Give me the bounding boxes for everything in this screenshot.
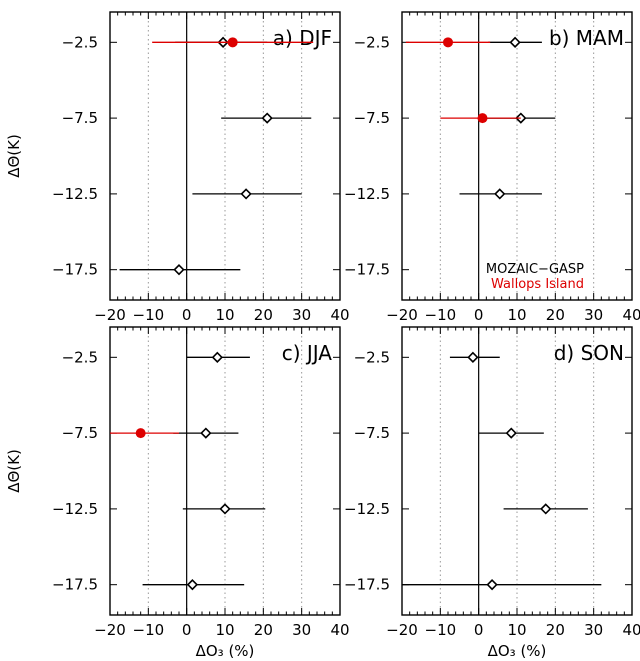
data-point-wallops	[477, 113, 488, 124]
x-tick-label: 10	[215, 621, 234, 639]
x-tick-label: 0	[474, 306, 484, 324]
y-tick-label: −12.5	[52, 185, 98, 203]
x-tick-label: 40	[622, 306, 640, 324]
y-tick-label: −2.5	[62, 348, 98, 366]
data-point-mozaic	[467, 351, 479, 363]
x-tick-label: −20	[386, 306, 418, 324]
data-point-mozaic	[509, 36, 521, 48]
y-tick-label: −2.5	[62, 33, 98, 51]
y-axis-title: ΔΘ(K)	[5, 134, 23, 178]
y-tick-label: −12.5	[344, 500, 390, 518]
x-tick-label: 10	[507, 306, 526, 324]
panel-label: d) SON	[554, 341, 624, 365]
panel-4: −20 −10 0 10 20 30 40 −2.5 −7.5 −12.5 −17.5 d) SON Δ…	[344, 326, 640, 660]
x-tick-label: 20	[546, 306, 565, 324]
x-tick-label: 20	[546, 621, 565, 639]
panel-label: b) MAM	[549, 26, 624, 50]
y-tick-label: −17.5	[52, 576, 98, 594]
x-tick-label: 30	[584, 621, 603, 639]
x-tick-label: 0	[474, 621, 484, 639]
data-point-mozaic	[486, 579, 498, 591]
y-tick-label: −17.5	[344, 576, 390, 594]
legend-entry: Wallops Island	[491, 277, 584, 292]
x-axis-title: ΔO₃ (%)	[488, 642, 547, 660]
data-point-mozaic	[186, 579, 199, 591]
data-point-mozaic	[219, 503, 231, 515]
y-tick-label: −2.5	[354, 348, 390, 366]
x-tick-label: −20	[94, 621, 126, 639]
x-tick-label: 40	[330, 621, 349, 639]
x-tick-label: 20	[254, 621, 273, 639]
x-tick-label: 0	[182, 621, 192, 639]
y-tick-label: −2.5	[354, 33, 390, 51]
x-tick-label: 10	[507, 621, 526, 639]
y-tick-label: −12.5	[344, 185, 390, 203]
data-point-wallops	[443, 37, 453, 48]
data-point-wallops	[135, 428, 146, 439]
x-tick-label: −10	[133, 621, 165, 639]
panel-label: a) DJF	[273, 26, 332, 50]
x-tick-label: 30	[292, 621, 311, 639]
panel-1: −20 −10 0 10 20 30 40 −2.5 −7.5 −12.5 −17.5 a) DJF Δ…	[5, 11, 350, 324]
y-tick-label: −17.5	[52, 261, 98, 279]
x-tick-label: −10	[133, 306, 165, 324]
data-point-mozaic	[494, 188, 506, 200]
panel-2: −20 −10 0 10 20 30 40 −2.5 −7.5 −12.5 −17.5 b) MAM M…	[344, 11, 640, 324]
data-point-wallops	[227, 37, 238, 48]
y-tick-label: −7.5	[62, 424, 98, 442]
data-point-mozaic	[240, 188, 252, 200]
x-tick-label: −20	[94, 306, 126, 324]
x-tick-label: −10	[425, 621, 457, 639]
panel-3: −20 −10 0 10 20 30 40 −2.5 −7.5 −12.5 −17.5 c) JJA Δ…	[5, 326, 350, 660]
data-point-mozaic	[540, 503, 552, 515]
x-tick-label: 40	[622, 621, 640, 639]
y-tick-label: −12.5	[52, 500, 98, 518]
panel-label: c) JJA	[282, 341, 333, 365]
x-tick-label: 0	[182, 306, 192, 324]
data-point-mozaic	[505, 427, 517, 439]
data-point-mozaic	[200, 427, 212, 439]
x-tick-label: 20	[254, 306, 273, 324]
y-axis-title: ΔΘ(K)	[5, 449, 23, 493]
y-tick-label: −7.5	[62, 109, 98, 127]
x-tick-label: −20	[386, 621, 418, 639]
data-point-mozaic	[211, 351, 223, 363]
x-tick-label: 40	[330, 306, 349, 324]
x-axis-title: ΔO₃ (%)	[196, 642, 255, 660]
x-tick-label: 30	[292, 306, 311, 324]
y-tick-label: −7.5	[354, 424, 390, 442]
y-tick-label: −17.5	[344, 261, 390, 279]
x-tick-label: 10	[215, 306, 234, 324]
legend-entry: MOZAIC−GASP	[486, 262, 584, 277]
data-point-mozaic	[173, 264, 185, 276]
data-point-mozaic	[261, 112, 273, 124]
x-tick-label: −10	[425, 306, 457, 324]
x-tick-label: 30	[584, 306, 603, 324]
y-tick-label: −7.5	[354, 109, 390, 127]
